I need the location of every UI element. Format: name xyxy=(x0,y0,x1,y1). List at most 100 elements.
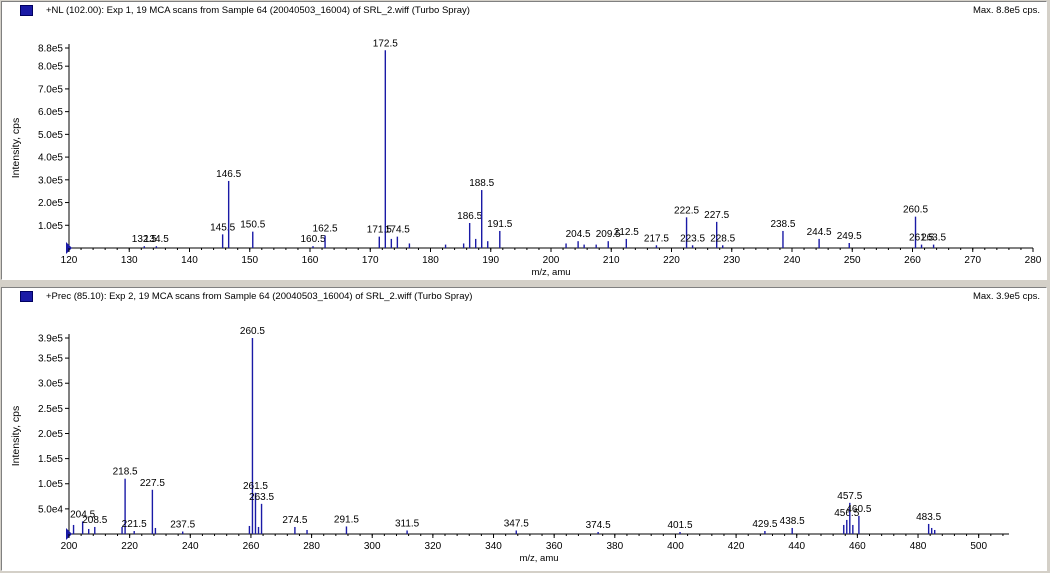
x-tick-label: 200 xyxy=(543,255,560,266)
y-tick-label: 1.0e5 xyxy=(38,221,63,232)
peak-label: 429.5 xyxy=(752,519,777,530)
peak-label: 460.5 xyxy=(846,504,871,515)
peak-label: 162.5 xyxy=(313,224,338,235)
y-tick-label: 8.8e5 xyxy=(38,44,63,55)
peak-label: 227.5 xyxy=(704,210,729,221)
peak-label: 132.5 xyxy=(132,234,157,245)
peak-label: 204.5 xyxy=(70,509,95,520)
x-tick-label: 140 xyxy=(181,255,198,266)
x-tick-label: 130 xyxy=(121,255,138,266)
x-tick-label: 180 xyxy=(422,255,439,266)
x-tick-label: 480 xyxy=(910,541,927,552)
x-tick-label: 440 xyxy=(788,541,805,552)
x-tick-label: 270 xyxy=(964,255,981,266)
pane-marker-icon[interactable] xyxy=(20,291,33,302)
x-tick-label: 500 xyxy=(970,541,987,552)
y-tick-label: 2.5e5 xyxy=(38,404,63,415)
peak-label: 134.5 xyxy=(144,234,169,245)
peak-label: 238.5 xyxy=(770,219,795,230)
peak-label: 171.5 xyxy=(367,225,392,236)
peak-label: 221.5 xyxy=(122,519,147,530)
y-tick-label: 3.0e5 xyxy=(38,175,63,186)
x-tick-label: 230 xyxy=(723,255,740,266)
peak-label: 174.5 xyxy=(385,225,410,236)
y-tick-label: 6.0e5 xyxy=(38,107,63,118)
peak-label: 228.5 xyxy=(710,233,735,244)
max-intensity-label: Max. 8.8e5 cps. xyxy=(972,5,1040,16)
y-tick-label: 2.0e5 xyxy=(38,429,63,440)
x-axis-title: m/z, amu xyxy=(519,553,558,564)
peak-label: 457.5 xyxy=(837,491,862,502)
y-tick-label: 3.9e5 xyxy=(38,334,63,345)
spectrum-chart-nl[interactable]: 120 130 140 150 160 170 180 190 200 210 220 230 240 2… xyxy=(2,2,1046,279)
panel-title: +NL (102.00): Exp 1, 19 MCA scans from S… xyxy=(46,5,470,16)
peak-label: 218.5 xyxy=(113,467,138,478)
y-tick-label: 8.0e5 xyxy=(38,62,63,73)
y-axis-title: Intensity, cps xyxy=(10,118,22,179)
peak-label: 274.5 xyxy=(282,515,307,526)
peak-label: 263.5 xyxy=(249,492,274,503)
y-axis-title: Intensity, cps xyxy=(10,406,22,467)
y-tick-label: 7.0e5 xyxy=(38,84,63,95)
peak-label: 204.5 xyxy=(566,229,591,240)
x-tick-label: 250 xyxy=(844,255,861,266)
peak-label: 223.5 xyxy=(680,233,705,244)
peak-label: 260.5 xyxy=(240,326,265,337)
peak-label: 260.5 xyxy=(903,205,928,216)
y-tick-label: 3.0e5 xyxy=(38,379,63,390)
peak-label: 188.5 xyxy=(469,178,494,189)
pane-marker-icon[interactable] xyxy=(20,5,33,16)
y-tick-label: 4.0e5 xyxy=(38,153,63,164)
x-tick-label: 300 xyxy=(364,541,381,552)
peak-label: 222.5 xyxy=(674,205,699,216)
x-tick-label: 220 xyxy=(121,541,138,552)
x-tick-label: 280 xyxy=(1025,255,1042,266)
x-tick-label: 240 xyxy=(784,255,801,266)
peak-label: 217.5 xyxy=(644,233,669,244)
peak-label: 438.5 xyxy=(780,516,805,527)
peak-label: 172.5 xyxy=(373,38,398,49)
x-tick-label: 190 xyxy=(482,255,499,266)
peak-label: 160.5 xyxy=(300,234,325,245)
x-tick-label: 420 xyxy=(728,541,745,552)
x-tick-label: 360 xyxy=(546,541,563,552)
x-tick-label: 120 xyxy=(61,255,78,266)
peak-label: 261.5 xyxy=(243,481,268,492)
y-tick-label: 5.0e4 xyxy=(38,504,63,515)
y-tick-label: 2.0e5 xyxy=(38,198,63,209)
peak-label: 401.5 xyxy=(667,520,692,531)
y-tick-label: 5.0e5 xyxy=(38,130,63,141)
x-tick-label: 320 xyxy=(425,541,442,552)
peak-label: 208.5 xyxy=(82,515,107,526)
y-tick-label: 1.0e5 xyxy=(38,479,63,490)
peak-label: 145.5 xyxy=(210,222,235,233)
x-tick-label: 260 xyxy=(243,541,260,552)
peak-label: 212.5 xyxy=(614,227,639,238)
panel-header: +Prec (85.10): Exp 2, 19 MCA scans from … xyxy=(2,288,1046,304)
peak-label: 191.5 xyxy=(487,219,512,230)
x-tick-label: 220 xyxy=(663,255,680,266)
x-axis-title: m/z, amu xyxy=(531,267,570,278)
peak-label: 291.5 xyxy=(334,514,359,525)
spectrum-chart-prec[interactable]: 200 220 240 260 280 300 320 340 360 380 400 420 440 4… xyxy=(2,288,1046,570)
peak-label: 244.5 xyxy=(807,227,832,238)
peak-label: 146.5 xyxy=(216,169,241,180)
x-tick-label: 260 xyxy=(904,255,921,266)
x-tick-label: 380 xyxy=(606,541,623,552)
x-tick-label: 340 xyxy=(485,541,502,552)
x-tick-label: 150 xyxy=(241,255,258,266)
x-tick-label: 210 xyxy=(603,255,620,266)
peak-label: 483.5 xyxy=(916,512,941,523)
x-tick-label: 200 xyxy=(61,541,78,552)
peak-label: 374.5 xyxy=(586,520,611,531)
x-tick-label: 280 xyxy=(303,541,320,552)
x-tick-label: 240 xyxy=(182,541,199,552)
peak-label: 311.5 xyxy=(395,518,420,529)
x-tick-label: 460 xyxy=(849,541,866,552)
x-tick-label: 170 xyxy=(362,255,379,266)
x-tick-label: 400 xyxy=(667,541,684,552)
y-tick-label: 1.5e5 xyxy=(38,454,63,465)
spectrum-panel-prec: +Prec (85.10): Exp 2, 19 MCA scans from … xyxy=(1,287,1047,571)
panel-header: +NL (102.00): Exp 1, 19 MCA scans from S… xyxy=(2,2,1046,18)
peak-label: 263.5 xyxy=(921,233,946,244)
